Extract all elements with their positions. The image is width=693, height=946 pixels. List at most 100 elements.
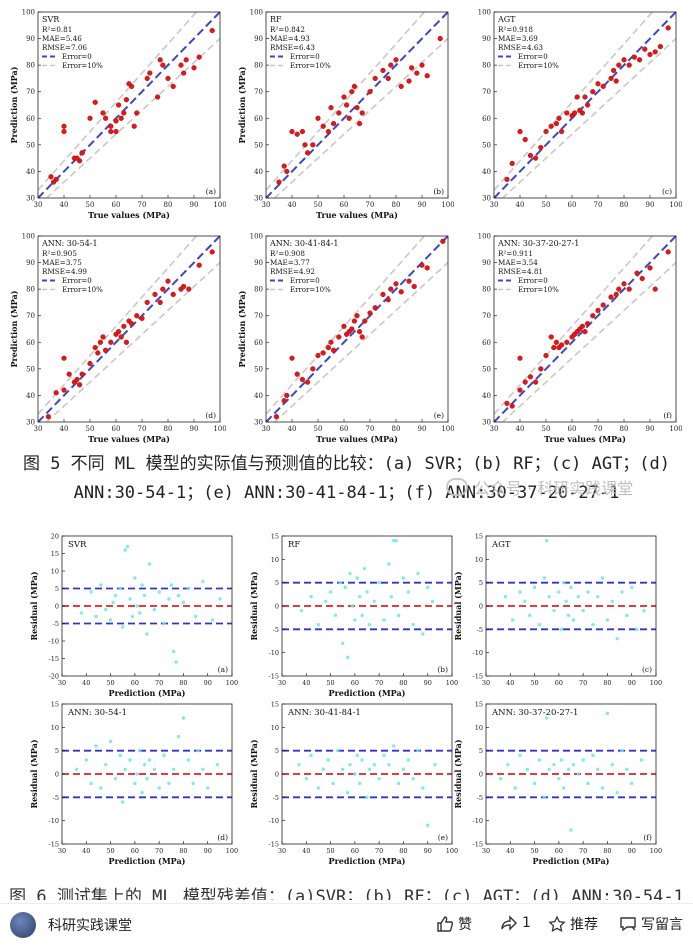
y-tick-label: 10 xyxy=(51,568,59,576)
y-axis-label: Residual (MPa) xyxy=(453,739,463,808)
residual-point xyxy=(355,753,359,758)
x-tick-label: 30 xyxy=(482,679,490,687)
residual-point xyxy=(406,590,410,594)
x-axis-label: Prediction (MPa) xyxy=(109,688,186,698)
residual-point xyxy=(430,599,435,604)
data-point xyxy=(351,83,358,90)
residual-point xyxy=(382,753,386,758)
comment-button[interactable]: 写留言 xyxy=(619,914,683,934)
bottom-action-bar: 科研实践课堂 赞 1 推荐 写留言 xyxy=(0,903,693,946)
x-tick-label: 80 xyxy=(179,679,187,687)
residual-plot-agt: 30 40 50 60 70 80 90 100 -15 -10 -5 0 5 10 15 Residual … xyxy=(453,533,662,688)
residual-point xyxy=(360,758,364,762)
residual-point xyxy=(108,618,113,622)
data-point xyxy=(504,176,510,183)
y-tick-label: 40 xyxy=(482,392,491,400)
x-tick-label: 80 xyxy=(179,847,187,855)
x-axis-label: True values (MPa) xyxy=(316,210,398,220)
residual-point xyxy=(559,758,563,762)
residual-point xyxy=(186,758,190,762)
residual-point xyxy=(123,548,127,552)
residual-point xyxy=(630,585,634,590)
x-tick-label: 60 xyxy=(568,201,577,209)
residual-point xyxy=(396,781,401,786)
residual-point xyxy=(89,781,93,786)
data-point xyxy=(299,128,306,135)
data-point xyxy=(328,339,334,345)
share-icon xyxy=(501,915,517,931)
data-point xyxy=(95,350,101,356)
residual-point xyxy=(392,744,396,748)
residual-point xyxy=(377,776,381,781)
x-tick-label: 70 xyxy=(138,201,147,209)
data-point xyxy=(147,70,153,76)
residual-point xyxy=(316,622,321,627)
data-point xyxy=(336,334,342,340)
residual-point xyxy=(396,613,401,618)
residual-point xyxy=(348,571,352,576)
panel-letter: (b) xyxy=(433,187,444,196)
data-point xyxy=(616,62,622,68)
legend-metric: MAE=3.77 xyxy=(270,258,310,267)
residual-point xyxy=(387,562,391,566)
legend-model-name: ANN: 30-37-20-27-1 xyxy=(491,708,578,718)
data-point xyxy=(393,281,399,287)
data-point xyxy=(608,75,614,82)
residual-panel-e: 30 40 50 60 70 80 90 100 -15 -10 -5 0 5 10 15 Predictio… xyxy=(248,698,466,867)
x-tick-label: 40 xyxy=(302,679,310,687)
data-point xyxy=(87,115,93,121)
residual-point xyxy=(411,776,415,781)
scatter-plot-svr: 30 40 50 60 70 80 90 100 30 40 50 60 70 80 90 100 True v… xyxy=(9,9,226,221)
residual-point xyxy=(372,762,376,767)
like-button[interactable]: 赞 xyxy=(436,914,472,934)
recommend-button[interactable]: 推荐 xyxy=(548,914,598,934)
comment-label: 写留言 xyxy=(641,917,683,933)
y-tick-label: 15 xyxy=(51,701,59,709)
residual-point xyxy=(201,579,205,584)
x-tick-label: 70 xyxy=(594,425,603,433)
residual-plot-svr: 30 40 50 60 70 80 90 100 -20 -15 -10 -5 0 5 10 15 20 Pred… xyxy=(29,533,238,699)
legend-band-label: Error=10% xyxy=(62,286,103,294)
residual-point xyxy=(321,767,325,772)
watermark-text: 公众号 · 科研实践课堂 xyxy=(474,479,634,498)
data-point xyxy=(582,329,588,335)
residual-point xyxy=(564,599,568,604)
x-axis-label: Prediction (MPa) xyxy=(329,856,406,866)
data-point xyxy=(276,179,282,185)
data-point xyxy=(294,371,300,377)
share-button[interactable]: 1 xyxy=(500,914,531,932)
watermark: 公众号 · 科研实践课堂 xyxy=(446,475,633,499)
data-point xyxy=(310,366,316,372)
y-tick-label: 5 xyxy=(275,747,279,755)
error-band-upper-line xyxy=(38,236,198,415)
comment-icon xyxy=(620,917,636,932)
y-tick-label: 90 xyxy=(26,35,35,43)
data-point xyxy=(123,97,130,103)
y-tick-label: -5 xyxy=(273,626,279,634)
data-point xyxy=(191,65,197,71)
residual-point xyxy=(186,586,190,591)
legend-metric: MAE=5.46 xyxy=(42,34,82,43)
data-point xyxy=(66,371,72,377)
data-point xyxy=(571,110,578,116)
account-avatar[interactable] xyxy=(10,912,36,938)
legend-band-label: Error=10% xyxy=(518,286,559,294)
x-tick-label: 60 xyxy=(555,847,563,855)
y-tick-label: 90 xyxy=(254,35,263,43)
scatter-panel-d: 30 40 50 60 70 80 90 100 30 40 50 60 70 80 90 100 True v… xyxy=(8,230,226,446)
legend-metric: R²=0.918 xyxy=(498,25,533,34)
x-tick-label: 30 xyxy=(278,847,286,855)
x-tick-label: 70 xyxy=(579,847,587,855)
data-point xyxy=(165,278,171,284)
error-band-upper-line xyxy=(266,12,426,191)
plot-area xyxy=(38,12,220,198)
x-tick-label: 60 xyxy=(112,201,121,209)
account-name[interactable]: 科研实践课堂 xyxy=(48,918,132,934)
x-tick-label: 60 xyxy=(340,201,349,209)
residual-point xyxy=(167,597,171,601)
y-tick-label: -10 xyxy=(49,817,59,825)
legend-metric: RMSE=7.06 xyxy=(42,43,87,52)
data-point xyxy=(621,281,627,287)
data-point xyxy=(538,366,544,372)
x-tick-label: 90 xyxy=(424,847,432,855)
